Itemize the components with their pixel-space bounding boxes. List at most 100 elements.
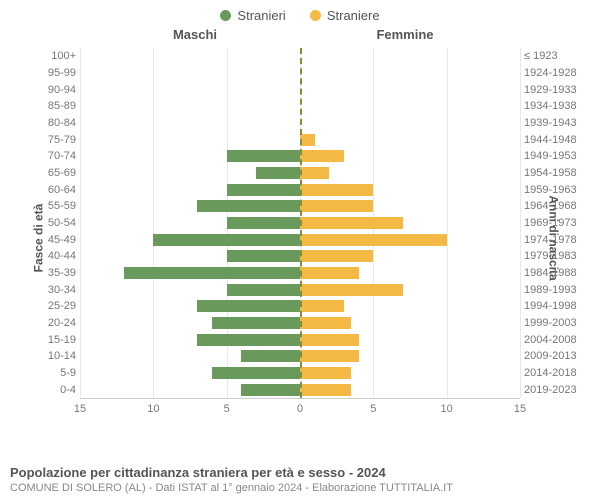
age-label: 60-64 [32, 184, 76, 196]
legend-male: Stranieri [220, 8, 285, 23]
chart-legend: Stranieri Straniere [0, 0, 600, 27]
female-half [300, 131, 520, 148]
female-half [300, 281, 520, 298]
female-bar [300, 250, 373, 262]
female-bar [300, 150, 344, 162]
chart-area: Fasce di età Anni di nascita 100+≤ 19239… [0, 48, 600, 428]
male-half [80, 215, 300, 232]
male-half [80, 198, 300, 215]
male-bar [256, 167, 300, 179]
birth-year-label: 1924-1928 [524, 67, 578, 79]
male-bar [227, 150, 300, 162]
legend-female-label: Straniere [327, 8, 380, 23]
chart-title: Popolazione per cittadinanza straniera p… [10, 465, 590, 480]
female-bar [300, 334, 359, 346]
x-tick-label: 0 [297, 403, 303, 415]
age-label: 100+ [32, 50, 76, 62]
birth-year-label: 1974-1978 [524, 234, 578, 246]
female-half [300, 98, 520, 115]
legend-female: Straniere [310, 8, 380, 23]
age-label: 50-54 [32, 217, 76, 229]
male-bar [124, 267, 300, 279]
female-half [300, 65, 520, 82]
male-bar [227, 184, 300, 196]
chart-subtitle: COMUNE DI SOLERO (AL) - Dati ISTAT al 1°… [10, 482, 590, 494]
female-bar [300, 284, 403, 296]
age-label: 0-4 [32, 384, 76, 396]
female-half [300, 381, 520, 398]
male-half [80, 148, 300, 165]
birth-year-label: 1944-1948 [524, 134, 578, 146]
female-half [300, 181, 520, 198]
x-axis: 15105051015 [80, 398, 520, 428]
female-half [300, 165, 520, 182]
birth-year-label: 1959-1963 [524, 184, 578, 196]
female-half [300, 298, 520, 315]
birth-year-label: 1934-1938 [524, 100, 578, 112]
age-label: 45-49 [32, 234, 76, 246]
birth-year-label: 1964-1968 [524, 200, 578, 212]
female-half [300, 81, 520, 98]
center-divider [300, 48, 302, 398]
age-label: 30-34 [32, 284, 76, 296]
age-label: 85-89 [32, 100, 76, 112]
male-half [80, 248, 300, 265]
x-tick-label: 15 [514, 403, 526, 415]
grid-line [520, 48, 521, 398]
female-bar [300, 367, 351, 379]
female-bar [300, 134, 315, 146]
birth-year-label: 2019-2023 [524, 384, 578, 396]
male-half [80, 331, 300, 348]
x-tick-label: 10 [147, 403, 159, 415]
age-label: 90-94 [32, 84, 76, 96]
birth-year-label: 1999-2003 [524, 317, 578, 329]
female-bar [300, 217, 403, 229]
age-label: 20-24 [32, 317, 76, 329]
female-half [300, 348, 520, 365]
male-half [80, 131, 300, 148]
male-bar [153, 234, 300, 246]
age-label: 25-29 [32, 300, 76, 312]
male-bar [241, 350, 300, 362]
age-label: 75-79 [32, 134, 76, 146]
female-bar [300, 167, 329, 179]
age-label: 10-14 [32, 350, 76, 362]
male-half [80, 315, 300, 332]
male-bar [197, 300, 300, 312]
female-bar [300, 350, 359, 362]
male-half [80, 298, 300, 315]
legend-male-label: Stranieri [237, 8, 285, 23]
male-half [80, 231, 300, 248]
birth-year-label: 1979-1983 [524, 250, 578, 262]
male-bar [212, 317, 300, 329]
female-bar [300, 234, 447, 246]
age-label: 15-19 [32, 334, 76, 346]
birth-year-label: 1929-1933 [524, 84, 578, 96]
plot-area: 100+≤ 192395-991924-192890-941929-193385… [80, 48, 520, 398]
male-half [80, 365, 300, 382]
birth-year-label: ≤ 1923 [524, 50, 578, 62]
column-headers: Maschi Femmine [0, 27, 600, 48]
male-half [80, 81, 300, 98]
swatch-female [310, 10, 321, 21]
birth-year-label: 1954-1958 [524, 167, 578, 179]
male-bar [197, 200, 300, 212]
male-half [80, 381, 300, 398]
female-half [300, 198, 520, 215]
female-half [300, 365, 520, 382]
female-bar [300, 384, 351, 396]
birth-year-label: 1939-1943 [524, 117, 578, 129]
x-tick-label: 5 [224, 403, 230, 415]
header-male: Maschi [90, 27, 300, 42]
x-tick-label: 5 [370, 403, 376, 415]
male-half [80, 98, 300, 115]
age-label: 70-74 [32, 150, 76, 162]
birth-year-label: 2009-2013 [524, 350, 578, 362]
female-bar [300, 267, 359, 279]
male-bar [241, 384, 300, 396]
male-half [80, 265, 300, 282]
swatch-male [220, 10, 231, 21]
female-half [300, 48, 520, 65]
age-label: 55-59 [32, 200, 76, 212]
age-label: 80-84 [32, 117, 76, 129]
